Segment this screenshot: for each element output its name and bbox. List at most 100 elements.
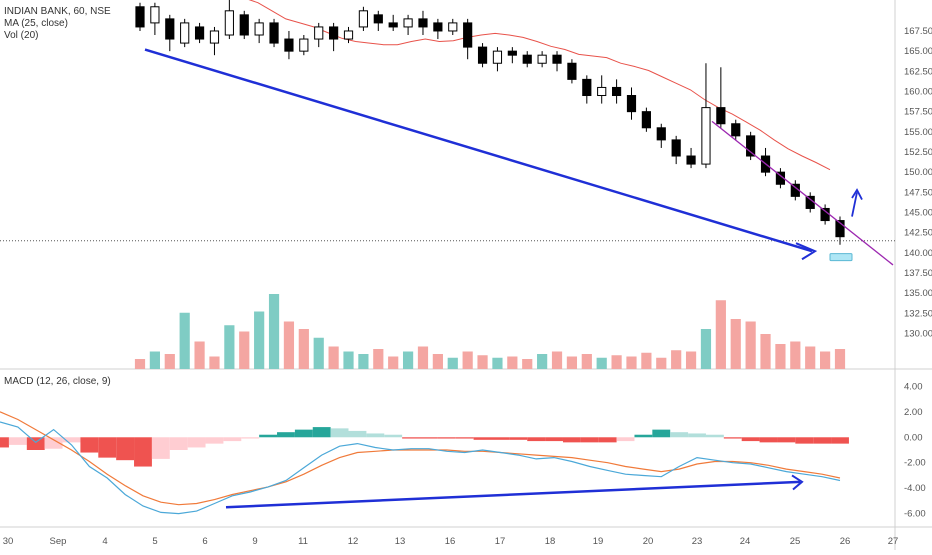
volume-bar — [537, 354, 548, 369]
macd-histogram-bar — [366, 433, 385, 438]
volume-bar — [522, 359, 533, 369]
candle-body — [582, 78, 592, 97]
macd-histogram-bar — [598, 437, 617, 443]
time-tick-label: 30 — [3, 536, 14, 547]
macd-histogram-bar — [473, 437, 492, 440]
time-tick-label: 4 — [102, 536, 107, 547]
legend: INDIAN BANK, 60, NSE MA (25, close) Vol … — [4, 6, 111, 42]
time-tick-label: 9 — [252, 536, 257, 547]
macd-histogram-bar — [205, 437, 224, 444]
candle-body — [373, 14, 383, 24]
price-tick-label: 130.00 — [904, 329, 932, 340]
macd-line — [0, 421, 841, 515]
macd-histogram-bar — [26, 437, 45, 450]
volume-bar — [626, 356, 637, 369]
macd-histogram-bar — [652, 429, 671, 438]
candle-body — [835, 220, 845, 238]
macd-tick-label: 4.00 — [904, 381, 923, 392]
candle-body — [329, 26, 339, 40]
time-tick-label: 25 — [790, 536, 801, 547]
signal-line — [0, 411, 841, 506]
time-tick-label: 24 — [740, 536, 751, 547]
candle-body — [731, 123, 741, 137]
volume-bar — [805, 346, 816, 369]
candle-body — [612, 86, 622, 97]
volume-bar — [224, 325, 235, 369]
macd-histogram-bar — [831, 437, 849, 444]
volume-bar — [447, 357, 458, 369]
candle-body — [567, 62, 577, 80]
candle-body — [537, 54, 547, 64]
candle-body — [626, 95, 637, 113]
macd-histogram-bar — [527, 437, 546, 442]
macd-histogram-bar — [402, 437, 420, 439]
candle-body — [701, 107, 711, 165]
macd-tick-label: 0.00 — [904, 432, 923, 443]
macd-histogram-bar — [241, 437, 260, 439]
macd-histogram-bar — [116, 437, 135, 461]
ma-legend: MA (25, close) — [4, 18, 68, 29]
macd-histogram-bar — [348, 430, 367, 438]
volume-bar — [790, 341, 801, 369]
candle-body — [209, 30, 220, 44]
candle-body — [597, 86, 607, 97]
volume-bar — [134, 359, 146, 369]
time-tick-label: 17 — [495, 536, 506, 547]
volume-bar — [715, 300, 726, 369]
candle-body — [448, 22, 458, 32]
candle-body — [552, 54, 562, 64]
price-tick-label: 137.50 — [904, 268, 932, 279]
time-tick-label: 23 — [692, 536, 703, 547]
time-tick-label: 16 — [445, 536, 456, 547]
candle-body — [418, 18, 428, 28]
macd-histogram-bar — [420, 437, 438, 439]
price-tick-label: 152.50 — [904, 147, 932, 158]
candle-body — [507, 50, 517, 56]
time-tick-label: 13 — [395, 536, 406, 547]
price-tick-label: 165.00 — [904, 46, 932, 57]
candle-body — [314, 26, 324, 40]
macd-histogram-bar — [545, 437, 563, 442]
time-tick-label: Sep — [50, 536, 67, 547]
arrow-up-head — [851, 188, 863, 200]
candle-body — [746, 135, 756, 157]
vol-legend: Vol (20) — [4, 30, 39, 41]
candle-body — [671, 139, 681, 157]
macd-histogram-bar — [80, 437, 99, 453]
volume-bar — [402, 351, 414, 369]
trend-line-blue-price — [144, 48, 813, 253]
candle-body — [477, 46, 488, 64]
volume-bar — [656, 357, 667, 369]
volume-bar — [194, 341, 205, 369]
price-tick-label: 147.50 — [904, 187, 932, 198]
candle-body — [656, 127, 666, 141]
macd-histogram-bar — [277, 432, 295, 438]
candle-body — [254, 22, 264, 36]
macd-histogram-bar — [670, 432, 689, 438]
candle-body — [239, 14, 249, 36]
macd-histogram-bar — [8, 437, 27, 445]
macd-histogram-bar — [330, 428, 349, 438]
candle-body — [299, 38, 309, 52]
candle-body — [388, 22, 398, 28]
price-tick-label: 150.00 — [904, 167, 932, 178]
price-tick-label: 135.00 — [904, 288, 932, 299]
candle-body — [150, 6, 160, 24]
volume-bar — [551, 351, 563, 369]
macd-histogram-bar — [616, 437, 635, 442]
macd-tick-label: -4.00 — [904, 483, 926, 494]
volume-bar — [298, 329, 309, 369]
annotation-box — [829, 253, 853, 262]
time-tick-label: 26 — [840, 536, 851, 547]
macd-histogram-bar — [0, 437, 9, 448]
macd-histogram-bar — [562, 437, 581, 443]
price-tick-label: 160.00 — [904, 86, 932, 97]
macd-tick-label: -2.00 — [904, 458, 926, 469]
volume-bar — [179, 312, 190, 369]
macd-histogram-bar — [62, 437, 81, 443]
volume-bar — [507, 356, 518, 369]
candle-body — [716, 107, 726, 125]
volume-bar — [477, 355, 488, 369]
time-tick-label: 5 — [152, 536, 157, 547]
